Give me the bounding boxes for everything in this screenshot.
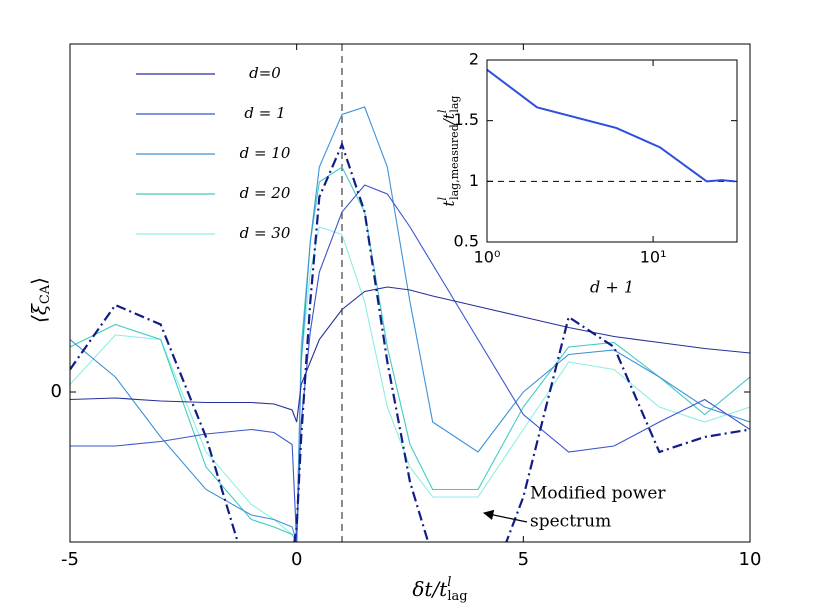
plot-lines	[486, 68, 737, 183]
x-label-part: l	[447, 575, 451, 590]
data-line	[486, 68, 735, 183]
y-tick-label: 1.5	[454, 110, 479, 129]
annotation-arrow	[482, 509, 528, 523]
x-tick-label: 10¹	[640, 248, 667, 267]
legend-label: d = 10	[240, 144, 291, 162]
x-axis-label: d + 1	[590, 278, 634, 297]
y-axis-label: tllag,measured/tllag	[436, 96, 461, 207]
data-line	[70, 226, 750, 542]
y-label-part: t	[440, 199, 458, 206]
y-label-part: CA	[38, 284, 53, 304]
axes-frame	[69, 43, 751, 543]
legend-label: d = 1	[244, 104, 285, 122]
y-tick-label: 0.5	[454, 232, 479, 251]
data-line	[70, 286, 750, 423]
plot-lines	[70, 44, 750, 542]
legend-label: d=0	[249, 64, 281, 82]
x-label-part: δt/t	[412, 577, 448, 601]
y-label-part: ⟨ξ	[27, 303, 51, 323]
annotation: spectrum	[530, 512, 611, 532]
data-line	[70, 106, 750, 542]
y-tick-label: 0	[51, 381, 62, 402]
x-tick-label: 5	[518, 549, 529, 570]
x-axis-label: δt/tl lag	[412, 575, 467, 604]
axes-frame	[486, 59, 738, 243]
y-tick-label: 1	[469, 171, 479, 190]
data-line	[70, 184, 750, 542]
x-tick-label: -5	[61, 549, 79, 570]
legend-label: d = 30	[240, 224, 291, 242]
legend-label: d = 20	[240, 184, 291, 202]
x-tick-label: 10	[739, 549, 762, 570]
y-label-part: lag	[448, 96, 461, 113]
y-label-part: l	[436, 109, 449, 113]
annotation: Modified power	[530, 484, 666, 504]
y-tick-label: 2	[469, 50, 479, 69]
data-line	[70, 166, 750, 542]
y-label-part: lag,measured	[448, 124, 461, 200]
reference-curve	[70, 141, 750, 542]
x-label-part: lag	[447, 589, 467, 604]
y-axis-label: ⟨ξCA⟩	[27, 277, 53, 323]
x-tick-label: 10⁰	[474, 248, 501, 267]
y-label-part: l	[436, 196, 449, 200]
plot-area	[487, 60, 737, 242]
y-label-part: ⟩	[27, 277, 51, 285]
x-tick-label: 0	[291, 549, 302, 570]
y-label-part: /t	[440, 112, 458, 126]
